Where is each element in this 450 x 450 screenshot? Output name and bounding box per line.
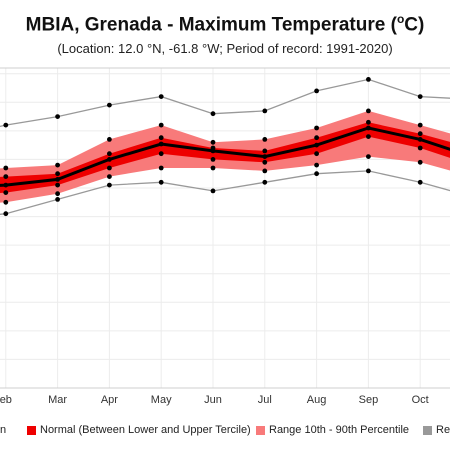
90th-percentile-point <box>366 108 371 114</box>
90th-percentile-point <box>210 139 216 145</box>
legend-normal-swatch <box>27 425 36 435</box>
record-low-point <box>158 179 164 185</box>
record-low-point <box>417 179 423 185</box>
legend-record-swatch <box>423 425 432 435</box>
90th-percentile-point <box>262 137 268 142</box>
legend-normal: Normal (Between Lower and Upper Tercile) <box>27 420 251 440</box>
median-point <box>107 157 112 162</box>
x-tick-label: Sep <box>359 394 379 406</box>
record-high-point <box>210 111 216 117</box>
median-point <box>158 141 164 147</box>
record-high-point <box>55 114 60 119</box>
x-tick-label: Apr <box>101 394 118 406</box>
10th-percentile-point <box>210 165 216 171</box>
10th-percentile-point <box>3 199 9 205</box>
x-tick-label: May <box>151 394 172 406</box>
upper-tercile-point <box>314 135 319 141</box>
10th-percentile-point <box>158 165 164 171</box>
90th-percentile-point <box>3 165 9 171</box>
lower-tercile-point <box>158 151 164 157</box>
record-high-point <box>366 77 371 82</box>
record-low-point <box>366 168 371 174</box>
upper-tercile-point <box>417 131 423 137</box>
median-point <box>314 142 319 148</box>
x-tick-label: Jul <box>258 394 272 406</box>
record-high-point <box>314 88 319 94</box>
record-low-point <box>3 211 9 217</box>
upper-tercile-point <box>107 151 112 157</box>
record-low-point <box>107 182 112 188</box>
upper-tercile-point <box>262 148 268 154</box>
record-high-point <box>3 122 9 128</box>
lower-tercile-point <box>107 165 112 171</box>
10th-percentile-point <box>107 174 112 180</box>
median-point <box>55 177 60 182</box>
median-point <box>366 125 371 131</box>
upper-tercile-point <box>3 174 9 180</box>
median-point <box>417 137 423 142</box>
lower-tercile-point <box>314 151 319 157</box>
lower-tercile-point <box>3 190 9 196</box>
median-point <box>210 148 216 154</box>
10th-percentile-point <box>417 159 423 165</box>
x-tick-label: Mar <box>48 394 67 406</box>
record-high-point <box>262 108 268 114</box>
90th-percentile-point <box>314 125 319 131</box>
upper-tercile-point <box>158 135 164 141</box>
median-point <box>262 154 268 160</box>
chart-subtitle: (Location: 12.0 °N, -61.8 °W; Period of … <box>57 41 393 56</box>
record-high-point <box>158 94 164 99</box>
record-high-point <box>417 94 423 99</box>
lower-tercile-point <box>262 159 268 165</box>
x-tick-label: Aug <box>307 394 327 406</box>
90th-percentile-point <box>158 122 164 128</box>
90th-percentile-point <box>107 137 112 142</box>
normal-tercile-band <box>0 122 450 194</box>
lower-tercile-point <box>210 157 216 162</box>
record-low-point <box>262 179 268 185</box>
lower-tercile-point <box>55 182 60 188</box>
legend-record: Re <box>423 420 450 440</box>
lower-tercile-point <box>417 145 423 151</box>
record-low-point <box>55 197 60 202</box>
record-low-point <box>314 171 319 177</box>
x-tick-label: Jun <box>204 394 222 406</box>
10th-percentile-point <box>55 191 60 197</box>
x-tick-label: eb <box>0 394 12 406</box>
legend-range: Range 10th - 90th Percentile <box>256 420 409 440</box>
x-tick-label: Oct <box>412 394 429 406</box>
10th-percentile-point <box>366 154 371 160</box>
upper-tercile-point <box>55 171 60 177</box>
10th-percentile-point <box>314 162 319 168</box>
median-point <box>3 182 9 188</box>
record-high-point <box>107 102 112 108</box>
lower-tercile-point <box>366 134 371 140</box>
upper-tercile-point <box>366 119 371 125</box>
record-low-point <box>210 188 216 194</box>
90th-percentile-point <box>417 122 423 128</box>
legend-range-swatch <box>256 425 265 435</box>
legend-median-tail: n <box>0 424 7 436</box>
90th-percentile-point <box>55 162 60 168</box>
chart-title: MBIA, Grenada - Maximum Temperature (oC) <box>25 12 425 36</box>
10th-percentile-point <box>262 168 268 174</box>
